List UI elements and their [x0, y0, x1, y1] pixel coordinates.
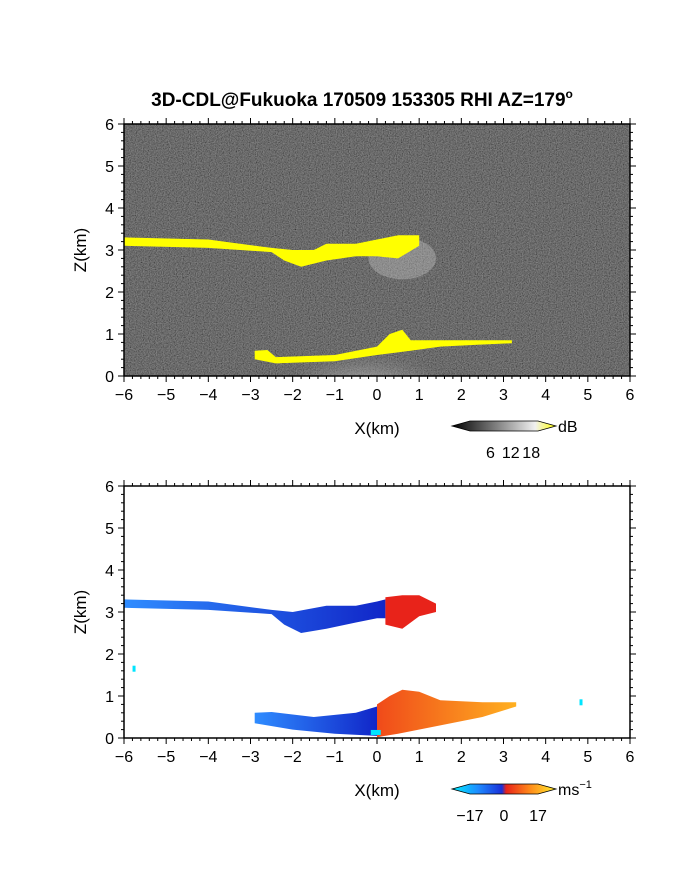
velocity-x-tick-label: −1 [326, 749, 344, 766]
velocity-x-tick-label: 0 [373, 749, 382, 766]
velocity-x-tick-label: −4 [199, 749, 217, 766]
velocity-x-tick-label: 1 [415, 749, 424, 766]
velocity-y-tick-label: 4 [105, 563, 114, 580]
reflectivity-x-tick-label: 2 [457, 387, 466, 404]
velocity-y-tick-label: 3 [105, 605, 114, 622]
velocity-y-tick-label: 2 [105, 647, 114, 664]
reflectivity-y-tick-label: 3 [105, 243, 114, 260]
reflectivity-x-tick-label: −5 [157, 387, 175, 404]
velocity-colorbar-tick-label: 0 [500, 808, 509, 825]
reflectivity-x-tick-label: −3 [241, 387, 259, 404]
reflectivity-x-tick-label: 3 [499, 387, 508, 404]
reflectivity-x-tick-label: 4 [541, 387, 550, 404]
reflectivity-x-tick-label: −4 [199, 387, 217, 404]
velocity-echo-layer-3 [254, 706, 377, 736]
reflectivity-colorbar: dB 6 12 18 [450, 419, 578, 462]
velocity-colorbar-unit-exponent: −1 [579, 779, 592, 791]
reflectivity-x-tick-label: −6 [115, 387, 133, 404]
velocity-x-tick-label: −3 [241, 749, 259, 766]
velocity-x-tick-label: 6 [626, 749, 635, 766]
reflectivity-y-tick-label: 0 [105, 369, 114, 386]
reflectivity-y-tick-label: 4 [105, 201, 114, 218]
reflectivity-ylabel: Z(km) [71, 228, 90, 272]
velocity-y-tick-label: 6 [105, 479, 114, 496]
velocity-echo-layer-4 [377, 689, 517, 738]
velocity-panel: −6 −5 −4 −3 −2 −1 0 1 2 3 4 5 6 0 1 2 3 4 5 6 X(km) Z(km) m… [71, 479, 636, 825]
velocity-isolated-pixel [132, 665, 136, 672]
reflectivity-colorbar-unit: dB [558, 419, 578, 436]
reflectivity-y-tick-label: 1 [105, 327, 114, 344]
reflectivity-x-tick-label: 6 [626, 387, 635, 404]
reflectivity-x-tick-label: −1 [326, 387, 344, 404]
velocity-colorbar-tick-label: −17 [456, 808, 483, 825]
velocity-colorbar: ms−1 −17 0 17 [450, 779, 592, 825]
velocity-x-tick-label: −2 [284, 749, 302, 766]
velocity-x-tick-label: −5 [157, 749, 175, 766]
velocity-colorbar-tick-label: 17 [529, 808, 547, 825]
reflectivity-y-tick-label: 2 [105, 285, 114, 302]
reflectivity-x-tick-label: −2 [284, 387, 302, 404]
velocity-isolated-pixel [579, 699, 583, 706]
velocity-xlabel: X(km) [354, 781, 399, 800]
velocity-y-tick-label: 1 [105, 689, 114, 706]
reflectivity-y-tick-label: 6 [105, 117, 114, 134]
title-main: 3D-CDL@Fukuoka 170509 153305 RHI AZ=179 [151, 90, 565, 111]
velocity-x-tick-label: −6 [115, 749, 133, 766]
velocity-colorbar-unit-base: ms [558, 782, 579, 799]
velocity-y-tick-label: 0 [105, 731, 114, 748]
title-degree: o [566, 87, 573, 101]
velocity-x-tick-label: 5 [583, 749, 592, 766]
reflectivity-echo-layer-1 [124, 235, 420, 267]
reflectivity-colorbar-tick-label: 18 [522, 445, 540, 462]
reflectivity-xlabel: X(km) [354, 419, 399, 438]
velocity-x-tick-label: 3 [499, 749, 508, 766]
velocity-x-tick-label: 2 [457, 749, 466, 766]
reflectivity-echo-layer-2 [254, 329, 512, 364]
chart-title: 3D-CDL@Fukuoka 170509 153305 RHI AZ=179o [151, 87, 573, 111]
velocity-y-tick-label: 5 [105, 521, 114, 538]
velocity-x-tick-label: 4 [541, 749, 550, 766]
velocity-echo-layer-2 [385, 595, 436, 629]
velocity-colorbar-unit: ms−1 [558, 779, 592, 799]
reflectivity-x-tick-label: 0 [373, 387, 382, 404]
velocity-isolated-pixel [370, 729, 381, 735]
reflectivity-x-tick-label: 1 [415, 387, 424, 404]
velocity-echo-layer-1 [124, 599, 386, 633]
reflectivity-colorbar-scale [450, 420, 558, 432]
velocity-colorbar-scale [450, 783, 558, 795]
velocity-ylabel: Z(km) [71, 590, 90, 634]
reflectivity-colorbar-tick-label: 6 [486, 445, 495, 462]
reflectivity-y-tick-label: 5 [105, 159, 114, 176]
reflectivity-colorbar-tick-label: 12 [502, 445, 520, 462]
reflectivity-x-tick-label: 5 [583, 387, 592, 404]
